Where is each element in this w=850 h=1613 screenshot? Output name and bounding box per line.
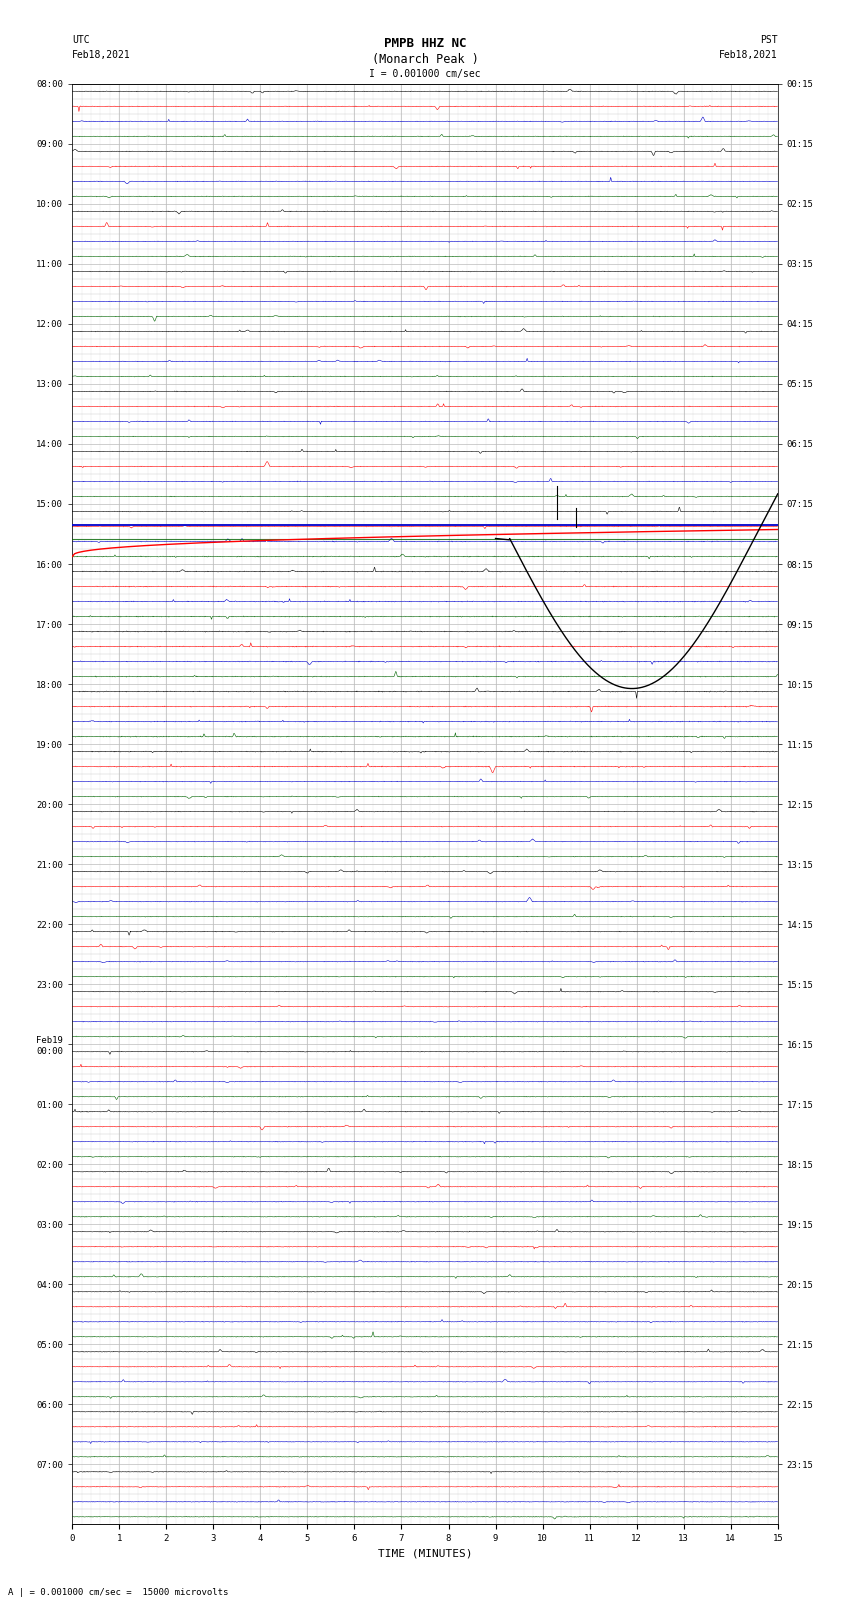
Text: PMPB HHZ NC: PMPB HHZ NC xyxy=(383,37,467,50)
Text: Feb18,2021: Feb18,2021 xyxy=(72,50,131,60)
Text: (Monarch Peak ): (Monarch Peak ) xyxy=(371,53,479,66)
Text: UTC: UTC xyxy=(72,35,90,45)
X-axis label: TIME (MINUTES): TIME (MINUTES) xyxy=(377,1548,473,1558)
Text: Feb18,2021: Feb18,2021 xyxy=(719,50,778,60)
Text: A | = 0.001000 cm/sec =  15000 microvolts: A | = 0.001000 cm/sec = 15000 microvolts xyxy=(8,1587,229,1597)
Text: PST: PST xyxy=(760,35,778,45)
Text: I = 0.001000 cm/sec: I = 0.001000 cm/sec xyxy=(369,69,481,79)
